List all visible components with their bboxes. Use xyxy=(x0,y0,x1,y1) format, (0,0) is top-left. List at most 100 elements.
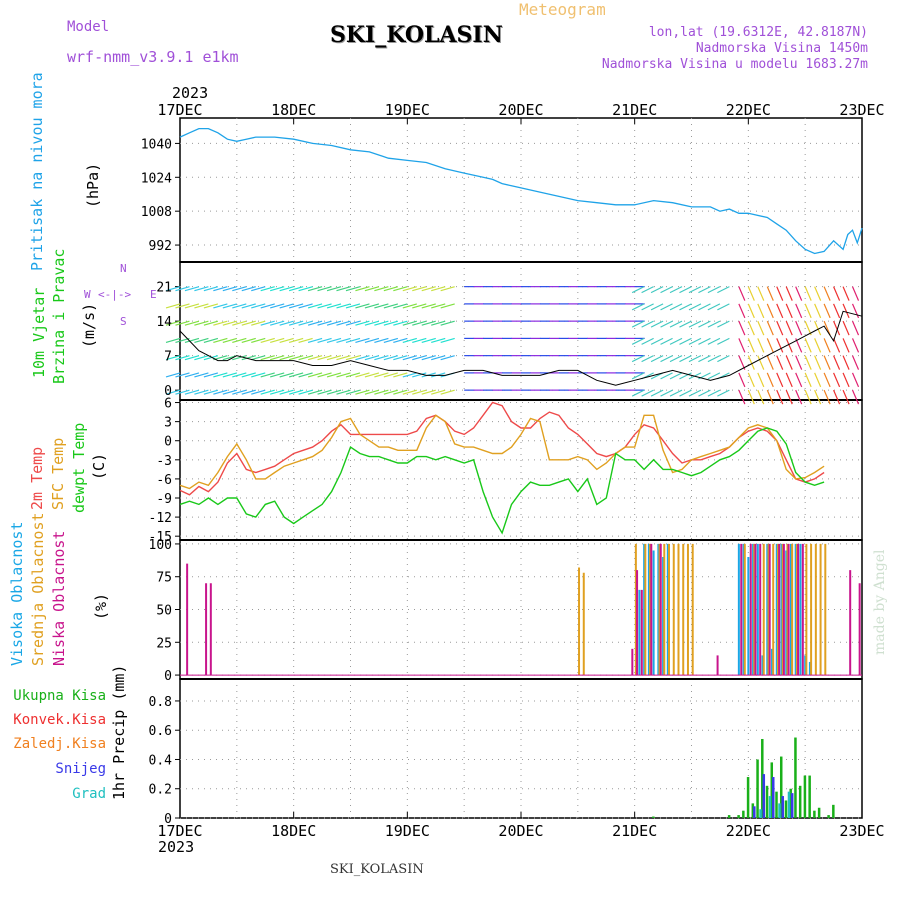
wind-barb xyxy=(631,286,645,294)
wind-barb xyxy=(814,389,822,405)
wind-barb xyxy=(355,372,370,378)
precip-bar xyxy=(779,756,783,818)
wind-barb xyxy=(184,337,200,343)
wind-barb xyxy=(175,355,190,361)
wind-barb xyxy=(641,355,654,363)
wind-barb xyxy=(679,320,692,328)
wind-barb xyxy=(336,286,351,292)
wind-barb xyxy=(707,372,721,380)
wind-barb xyxy=(165,372,181,378)
precip-bar xyxy=(765,785,769,818)
legend-snow: Snijeg xyxy=(55,761,106,777)
wind-barb xyxy=(738,372,746,388)
precip-bar xyxy=(775,791,778,818)
y-tick-label: 0.2 xyxy=(149,783,172,798)
wind-barb xyxy=(175,303,190,309)
x-tick-label-bottom: 23DEC xyxy=(839,822,884,840)
wind-barb xyxy=(165,320,181,326)
wind-barb xyxy=(307,337,323,343)
compass-west: W xyxy=(84,288,91,301)
wind-barb xyxy=(279,389,294,395)
wind-barb xyxy=(833,286,841,301)
wind-barb xyxy=(288,303,304,309)
wind-barb xyxy=(747,338,755,353)
wind-barb xyxy=(823,286,831,301)
year-top: 2023 xyxy=(172,84,209,102)
x-tick-label-top: 21DEC xyxy=(612,101,657,119)
wind-barb xyxy=(260,303,275,309)
wind-barb xyxy=(374,320,389,326)
wind-barb xyxy=(355,389,370,395)
wind-barb xyxy=(823,372,831,388)
wind-barb xyxy=(383,337,399,343)
wind-barb xyxy=(393,355,408,361)
precip-bar xyxy=(761,738,764,818)
wind-barb xyxy=(298,355,313,361)
wind-barb xyxy=(823,355,831,370)
wind-barb xyxy=(345,372,361,378)
wind-barb xyxy=(355,286,370,292)
y-tick-label: 0.6 xyxy=(149,724,172,739)
wind-barb xyxy=(203,286,219,292)
pressure-line xyxy=(179,127,863,255)
wind-barb xyxy=(165,337,181,343)
wind-barb xyxy=(355,320,370,326)
model-label: Model xyxy=(67,19,110,35)
wind-barb xyxy=(288,337,304,343)
wind-barb xyxy=(717,286,730,294)
wind-barb xyxy=(688,389,702,397)
y-tick-label: 14 xyxy=(156,315,172,330)
wind-barb xyxy=(795,389,803,405)
y-tick-label: 1024 xyxy=(141,171,172,186)
wind-barb xyxy=(707,355,721,363)
x-tick-label-bottom: 19DEC xyxy=(385,822,430,840)
wind-barb xyxy=(317,337,332,343)
wind-barb xyxy=(851,320,860,336)
x-tick-label-top: 17DEC xyxy=(157,101,202,119)
wind-barb xyxy=(814,286,822,301)
wind-barb xyxy=(757,303,765,319)
wind-barb xyxy=(650,355,664,363)
precip-bar xyxy=(762,774,766,818)
wind-barb xyxy=(707,389,721,397)
wind-barb xyxy=(402,337,417,343)
wind-barb xyxy=(345,389,361,395)
wind-barb xyxy=(326,303,342,309)
wind-barb xyxy=(279,337,294,343)
wind-barb xyxy=(175,320,190,326)
wind-barb xyxy=(842,303,850,319)
x-tick-label-bottom: 20DEC xyxy=(498,822,543,840)
wind-barb xyxy=(421,355,436,361)
wind-barb xyxy=(165,355,181,361)
wind-barb xyxy=(241,337,256,343)
wind-barb xyxy=(823,389,831,405)
temp-line-0 xyxy=(179,401,825,496)
wind-barb xyxy=(345,337,361,343)
wind-barb xyxy=(364,372,380,378)
wind-barb xyxy=(383,355,399,361)
x-tick-label-top: 18DEC xyxy=(271,101,316,119)
wind-barb xyxy=(203,389,219,395)
precip-bar xyxy=(770,762,774,818)
wind-barb xyxy=(260,372,275,378)
wind-barb xyxy=(804,355,812,370)
compass-north: N xyxy=(120,262,127,275)
wind-barb xyxy=(279,355,294,361)
wind-barb xyxy=(270,303,285,309)
wind-barb xyxy=(738,338,746,353)
wind-barb xyxy=(814,355,822,370)
wind-barb xyxy=(307,286,323,292)
elevation-label: Nadmorska Visina 1450m xyxy=(695,41,868,56)
wind-barb xyxy=(336,303,351,309)
wind-barb xyxy=(307,355,323,361)
wind-barb xyxy=(184,303,200,309)
wind-barb xyxy=(421,303,436,309)
precip-bar xyxy=(772,777,775,818)
wind-barb xyxy=(298,372,313,378)
panel-frame xyxy=(179,678,863,819)
wind-barb xyxy=(650,303,664,311)
temp-line-1 xyxy=(179,414,825,490)
wind-barb xyxy=(823,320,831,336)
wind-barb xyxy=(804,338,812,353)
y-tick-label: 3 xyxy=(164,416,172,431)
